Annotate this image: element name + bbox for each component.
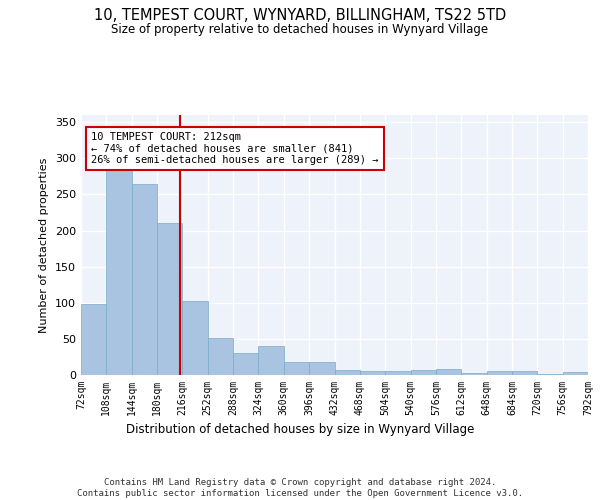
Bar [208, 338, 233, 375]
Bar [309, 362, 335, 375]
Text: Contains HM Land Registry data © Crown copyright and database right 2024.
Contai: Contains HM Land Registry data © Crown c… [77, 478, 523, 498]
Bar [182, 302, 208, 375]
Text: Distribution of detached houses by size in Wynyard Village: Distribution of detached houses by size … [126, 422, 474, 436]
Text: Size of property relative to detached houses in Wynyard Village: Size of property relative to detached ho… [112, 22, 488, 36]
Bar [259, 346, 284, 375]
Bar [335, 370, 360, 375]
Bar [157, 222, 182, 375]
Bar [132, 184, 157, 375]
Bar [461, 373, 487, 375]
Bar [436, 369, 461, 375]
Bar [487, 372, 512, 375]
Text: 10 TEMPEST COURT: 212sqm
← 74% of detached houses are smaller (841)
26% of semi-: 10 TEMPEST COURT: 212sqm ← 74% of detach… [91, 132, 379, 165]
Bar [538, 374, 563, 375]
Bar [233, 354, 259, 375]
Bar [284, 362, 309, 375]
Bar [385, 372, 410, 375]
Bar [563, 372, 588, 375]
Text: 10, TEMPEST COURT, WYNYARD, BILLINGHAM, TS22 5TD: 10, TEMPEST COURT, WYNYARD, BILLINGHAM, … [94, 8, 506, 22]
Bar [512, 370, 538, 375]
Bar [81, 304, 106, 375]
Y-axis label: Number of detached properties: Number of detached properties [40, 158, 49, 332]
Bar [360, 370, 385, 375]
Bar [106, 168, 132, 375]
Bar [410, 370, 436, 375]
